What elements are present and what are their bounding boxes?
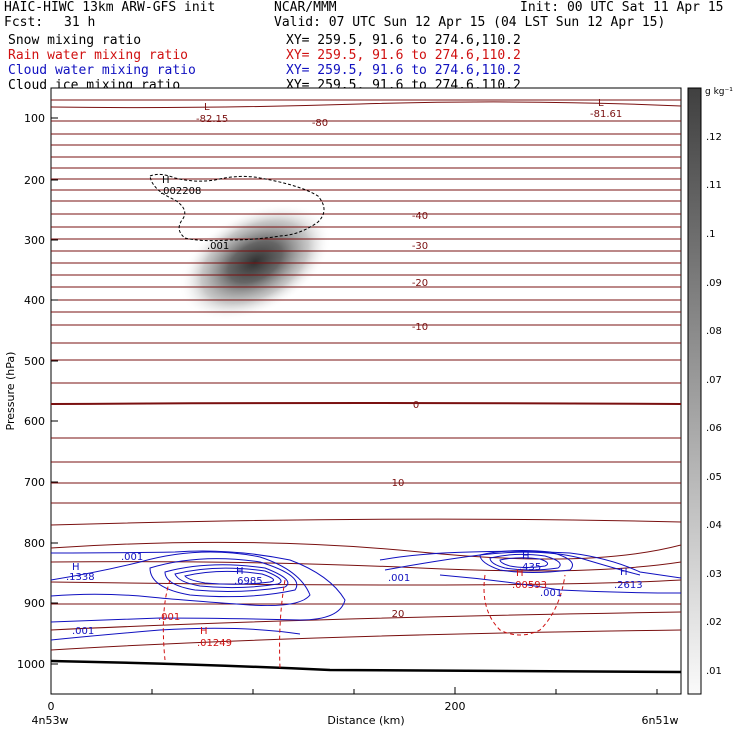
y-tick-label: 100 <box>24 112 45 125</box>
x-axis-ticks <box>50 687 658 694</box>
header-fcst-label: Fcst: <box>4 15 44 30</box>
cloud-water-contours <box>51 550 681 641</box>
isotherm-label: -30 <box>412 241 428 252</box>
ground-line <box>51 659 681 674</box>
contour-label: .001 <box>121 552 143 563</box>
y-tick-label: 300 <box>24 234 45 247</box>
colorbar-tick-label: .06 <box>706 423 722 434</box>
field-name-rain: Rain water mixing ratio <box>8 48 189 63</box>
extremum-type: H <box>522 551 530 562</box>
y-tick-label: 900 <box>24 597 45 610</box>
y-axis-ticks <box>51 117 58 665</box>
isotherm-label: 0 <box>413 400 419 411</box>
plot-frame <box>50 87 682 695</box>
extremum-type: L <box>598 98 604 109</box>
extremum-value: .2613 <box>614 580 643 591</box>
y-tick-label: 1000 <box>17 658 45 671</box>
header-title-left: HAIC-HIWC 13km ARW-GFS init <box>4 0 216 15</box>
x-axis-label: Distance (km) <box>327 714 404 727</box>
isotherm-label: 10 <box>392 478 405 489</box>
isotherm-label: -40 <box>412 211 428 222</box>
colorbar-tick-label: .02 <box>706 617 722 628</box>
extremum-type: L <box>204 102 210 113</box>
extremum-value: .6985 <box>234 576 263 587</box>
y-tick-label: 600 <box>24 415 45 428</box>
colorbar-tick-label: .11 <box>706 180 722 191</box>
colorbar-tick-label: .12 <box>706 132 722 143</box>
extremum-type: H <box>236 566 244 577</box>
field-name-cloud-water: Cloud water mixing ratio <box>8 63 196 78</box>
extremum-value: .01249 <box>197 638 232 649</box>
extremum-value: -82.15 <box>196 114 228 125</box>
extremum-type: H <box>72 562 80 573</box>
y-tick-label: 400 <box>24 294 45 307</box>
colorbar-ticks: .12 .11 .1 .09 .08 .07 .06 .05 .04 .03 .… <box>706 132 722 677</box>
y-tick-label: 700 <box>24 476 45 489</box>
contour-label: .001 <box>207 241 229 252</box>
field-name-snow: Snow mixing ratio <box>8 33 142 48</box>
y-tick-labels: 100 200 300 400 500 600 700 800 900 1000 <box>17 112 45 671</box>
isotherms <box>51 99 681 651</box>
colorbar <box>687 87 702 695</box>
snow-contour <box>149 173 325 242</box>
x-tick-label: 0 <box>48 700 55 713</box>
isotherm-label: -10 <box>412 322 428 333</box>
left-endpoint-label: 4n53w <box>32 714 69 727</box>
extremum-value: .435 <box>519 562 541 573</box>
cloud-ice-shading <box>178 203 332 321</box>
colorbar-tick-label: .01 <box>706 666 722 677</box>
colorbar-tick-label: .03 <box>706 569 722 580</box>
colorbar-tick-label: .09 <box>706 278 722 289</box>
y-tick-label: 800 <box>24 537 45 550</box>
header-fcst-value: 31 h <box>64 15 96 30</box>
field-xy-snow: XY= 259.5, 91.6 to 274.6,110.2 <box>286 33 521 48</box>
extremum-type: H <box>620 567 628 578</box>
extremum-type: H <box>516 568 524 579</box>
extremum-value: .1338 <box>66 572 95 583</box>
colorbar-tick-label: .04 <box>706 520 722 531</box>
y-axis-label: Pressure (hPa) <box>4 352 17 431</box>
rain-water-contours <box>162 574 566 669</box>
extrema-labels: L -82.15 L -81.61 H .002208 .001 H .1338… <box>66 98 643 649</box>
isotherm-label: 20 <box>392 609 405 620</box>
colorbar-unit: g kg⁻¹ <box>705 87 733 97</box>
extremum-value: -81.61 <box>590 109 622 120</box>
extremum-type: H <box>200 626 208 637</box>
contour-label: .001 <box>72 626 94 637</box>
x-tick-label: 200 <box>445 700 466 713</box>
colorbar-tick-label: .07 <box>706 375 722 386</box>
y-tick-label: 200 <box>24 174 45 187</box>
temperature-labels: -80 -40 -30 -20 -10 0 10 20 <box>312 118 428 620</box>
isotherm-label: -80 <box>312 118 328 129</box>
contour-label: .001 <box>540 588 562 599</box>
colorbar-tick-label: .1 <box>706 229 716 240</box>
colorbar-tick-label: .05 <box>706 472 722 483</box>
header-title-center: NCAR/MMM <box>274 0 337 15</box>
field-xy-cloud-water: XY= 259.5, 91.6 to 274.6,110.2 <box>286 63 521 78</box>
extremum-value: .002208 <box>160 186 201 197</box>
header-init: Init: 00 UTC Sat 11 Apr 15 <box>520 0 724 15</box>
isotherm-label: -20 <box>412 278 428 289</box>
field-xy-rain: XY= 259.5, 91.6 to 274.6,110.2 <box>286 48 521 63</box>
contour-label: .001 <box>158 612 180 623</box>
right-endpoint-label: 6n51w <box>642 714 679 727</box>
y-tick-label: 500 <box>24 355 45 368</box>
colorbar-tick-label: .08 <box>706 326 722 337</box>
extremum-value: .00593 <box>512 580 547 591</box>
contour-label: .001 <box>388 573 410 584</box>
extremum-type: H <box>162 175 170 186</box>
header-valid: Valid: 07 UTC Sun 12 Apr 15 (04 LST Sun … <box>274 15 666 30</box>
